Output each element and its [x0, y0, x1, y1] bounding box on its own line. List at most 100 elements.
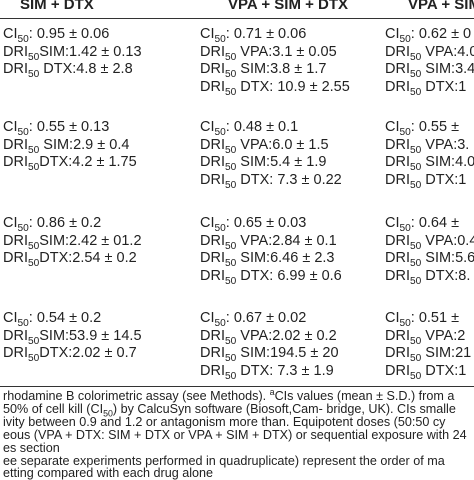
- cell-line: DRI50 DTX: 7.3 ± 1.9: [200, 363, 339, 381]
- table-cell: CI50: 0.55 ± DRI50 VPA:3. DRI50 SIM:4.0 DRI…: [385, 119, 474, 190]
- subscript: 50: [214, 33, 226, 45]
- cell-line: DRI50 DTX: 6.99 ± 0.6: [200, 268, 342, 286]
- subscript: 50: [224, 179, 237, 191]
- cell-line: DRI50 DTX:1: [385, 172, 474, 190]
- metric-value: : 0.54 ± 0.2: [28, 310, 102, 326]
- table-cell: CI50: 0.51 ± DRI50 VPA:2 DRI50 SIM:21 DRI50…: [385, 310, 471, 382]
- cell-line: CI50: 0.54 ± 0.2: [3, 310, 142, 328]
- cell-line: DRI50 DTX:1: [385, 79, 474, 97]
- subscript: 50: [224, 144, 237, 156]
- metric-value: : 0.55 ±: [410, 119, 460, 135]
- metric-value: VPA:2.84 ± 0.1: [236, 232, 337, 249]
- metric-label: DRI: [200, 43, 225, 60]
- footnote-text: etting compared with each drug alone: [3, 466, 214, 480]
- table-cell: CI50: 0.65 ± 0.03 DRI50 VPA:2.84 ± 0.1 DRI…: [200, 215, 342, 286]
- subscript: 50: [214, 317, 226, 329]
- metric-value: VPA:0.4: [421, 232, 474, 249]
- metric-label: CI: [200, 26, 215, 42]
- metric-label: DRI: [200, 136, 225, 153]
- metric-label: DRI: [385, 267, 410, 284]
- subscript: 50: [409, 353, 422, 365]
- metric-value: SIM:21: [421, 345, 472, 362]
- subscript: 50: [224, 335, 237, 347]
- subscript: 50: [409, 162, 422, 174]
- subscript: 50: [224, 51, 237, 63]
- header-rule: [0, 18, 474, 19]
- subscript: 50: [27, 69, 40, 81]
- footnote-text: CIs values (mean ± S.D.) from a: [274, 389, 455, 403]
- subscript: 50: [27, 258, 40, 270]
- metric-label: DRI: [200, 345, 225, 362]
- subscript: 50: [214, 222, 226, 234]
- subscript: 50: [17, 222, 29, 234]
- metric-value: SIM:6.46 ± 2.3: [236, 250, 335, 267]
- metric-value: : 0.95 ± 0.06: [28, 26, 110, 42]
- subscript: 50: [409, 179, 422, 191]
- table-cell: CI50: 0.48 ± 0.1 DRI50 VPA:6.0 ± 1.5 DRI50…: [200, 119, 342, 191]
- metric-label: DRI: [385, 362, 410, 379]
- footnote-text: es section: [3, 440, 60, 455]
- table-cell: CI50: 0.71 ± 0.06 DRI50 VPA:3.1 ± 0.05 DRI…: [200, 26, 350, 97]
- metric-label: DRI: [200, 154, 225, 171]
- metric-value: SIM:5.6: [421, 250, 474, 267]
- cell-line: DRI50 VPA:3.: [385, 137, 474, 155]
- metric-label: DRI: [3, 136, 28, 153]
- footnote-line: ee separate experiments performed in qua…: [3, 454, 467, 468]
- cell-line: DRI50SIM:53.9 ± 14.5: [3, 328, 142, 346]
- metric-value: DTX:1: [421, 78, 467, 95]
- metric-label: CI: [385, 26, 400, 42]
- metric-label: CI: [200, 310, 215, 326]
- cell-line: CI50: 0.71 ± 0.06: [200, 26, 350, 44]
- metric-label: CI: [3, 215, 18, 231]
- footnote-text: 50% of cell kill (CI: [3, 401, 104, 416]
- cell-line: CI50: 0.64 ±: [385, 215, 474, 233]
- cell-line: CI50: 0.67 ± 0.02: [200, 310, 339, 328]
- footnote-text: rhodamine B colorimetric assay (see Meth…: [3, 389, 270, 403]
- subscript: 50: [27, 162, 40, 174]
- subscript: 50: [17, 126, 29, 138]
- subscript: 50: [224, 69, 237, 81]
- cell-line: DRI50DTX:2.54 ± 0.2: [3, 250, 142, 268]
- metric-label: CI: [3, 310, 18, 326]
- metric-label: DRI: [200, 250, 225, 267]
- metric-label: DRI: [385, 327, 410, 344]
- metric-value: : 0.62 ± 0: [410, 26, 472, 42]
- subscript: 50: [27, 335, 40, 347]
- cell-line: DRI50SIM:1.42 ± 0.13: [3, 44, 142, 62]
- metric-label: DRI: [385, 43, 410, 60]
- metric-value: SIM:4.0: [421, 154, 474, 171]
- metric-label: DRI: [200, 61, 225, 78]
- cell-line: DRI50 DTX: 10.9 ± 2.55: [200, 79, 350, 97]
- cell-line: CI50: 0.48 ± 0.1: [200, 119, 342, 137]
- table-cell: CI50: 0.67 ± 0.02 DRI50 VPA:2.02 ± 0.2 DRI…: [200, 310, 339, 381]
- subscript: 50: [17, 317, 29, 329]
- subscript: 50: [399, 126, 411, 138]
- column-header: SIM + DTX: [20, 0, 94, 13]
- cell-line: DRI50 SIM:21: [385, 345, 471, 363]
- table-cell: CI50: 0.55 ± 0.13 DRI50 SIM:2.9 ± 0.4 DRI5…: [3, 119, 137, 173]
- metric-label: DRI: [3, 154, 28, 171]
- metric-label: DRI: [385, 154, 410, 171]
- table-cell: CI50: 0.54 ± 0.2 DRI50SIM:53.9 ± 14.5 DRI5…: [3, 310, 142, 364]
- table-cell: CI50: 0.62 ± 0 DRI50 VPA:4.0 DRI50 SIM:3.4…: [385, 26, 474, 97]
- metric-value: SIM:53.9 ± 14.5: [39, 327, 142, 344]
- metric-value: DTX: 10.9 ± 2.55: [236, 78, 350, 95]
- subscript: 50: [409, 370, 422, 382]
- metric-label: DRI: [3, 232, 28, 249]
- metric-label: DRI: [3, 61, 28, 78]
- metric-value: : 0.48 ± 0.1: [225, 119, 299, 135]
- subscript: 50: [27, 144, 40, 156]
- metric-value: DTX:2.02 ± 0.7: [39, 345, 137, 362]
- cell-line: DRI50 VPA:2: [385, 328, 471, 346]
- cell-line: DRI50 SIM:194.5 ± 20: [200, 345, 339, 363]
- metric-label: DRI: [200, 232, 225, 249]
- column-header: VPA + SIM + DTX: [228, 0, 349, 13]
- subscript: 50: [27, 51, 40, 63]
- metric-label: DRI: [200, 78, 225, 95]
- metric-label: DRI: [3, 327, 28, 344]
- metric-value: VPA:3.1 ± 0.05: [236, 43, 337, 60]
- metric-value: SIM:3.8 ± 1.7: [236, 61, 327, 78]
- footnote-line: 50% of cell kill (CI50) by CalcuSyn soft…: [3, 401, 467, 417]
- cell-line: DRI50DTX:4.2 ± 1.75: [3, 154, 137, 172]
